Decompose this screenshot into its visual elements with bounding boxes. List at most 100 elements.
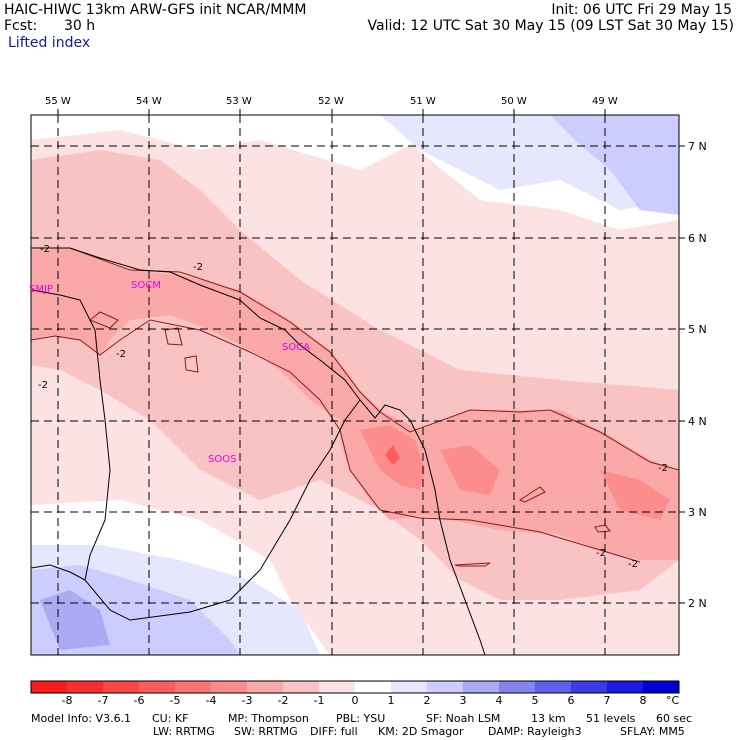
- colorbar-cell: [463, 681, 500, 693]
- colorbar-cell: [247, 681, 284, 693]
- model-info: CU: KF: [152, 712, 189, 725]
- lat-label: 4 N: [688, 415, 707, 428]
- lon-label: 53 W: [226, 96, 252, 107]
- colorbar-tick-label: 7: [603, 694, 611, 707]
- colorbar-unit: °C: [666, 694, 680, 707]
- colorbar-tick-label: -8: [61, 694, 73, 707]
- colorbar-cell: [319, 681, 356, 693]
- model-info: 60 sec: [656, 712, 693, 725]
- contour-label: -2: [658, 463, 668, 474]
- station-label: SOCM: [131, 280, 161, 291]
- colorbar-cell: [499, 681, 536, 693]
- lat-label: 2 N: [688, 597, 707, 610]
- model-info: Model Info: V3.6.1: [31, 712, 132, 725]
- model-info: SF: Noah LSM: [426, 712, 501, 725]
- forecast-hour: 30 h: [64, 18, 96, 34]
- lon-label: 52 W: [318, 96, 344, 107]
- colorbar-cell: [355, 681, 392, 693]
- contour-line: [31, 319, 641, 563]
- contour-label: -2: [38, 380, 48, 391]
- colorbar-cell: [31, 681, 68, 693]
- station-label: SOOS: [208, 454, 236, 465]
- station-label: SOCA: [282, 342, 310, 353]
- field-fill-negative: [31, 248, 679, 560]
- model-info: SW: RRTMG: [234, 725, 298, 738]
- colorbar-tick-label: 0: [351, 694, 359, 707]
- model-info: KM: 2D Smagor: [378, 725, 464, 738]
- lon-label: 51 W: [410, 96, 436, 107]
- contour-label: -2: [40, 244, 50, 255]
- model-info: 13 km: [531, 712, 566, 725]
- field-name: Lifted index: [8, 35, 91, 51]
- colorbar-tick-label: 4: [495, 694, 503, 707]
- contour-line: [518, 486, 546, 503]
- colorbar-tick-label: -4: [205, 694, 217, 707]
- contour-label: -2: [628, 559, 638, 570]
- field-fill-negative: [440, 445, 500, 495]
- colorbar-tick-label: -3: [241, 694, 253, 707]
- colorbar-cell: [427, 681, 464, 693]
- coastline: [31, 247, 486, 655]
- model-title: HAIC-HIWC 13km ARW-GFS init NCAR/MMM: [4, 2, 307, 18]
- colorbar-tick-label: 6: [567, 694, 575, 707]
- colorbar-tick-label: -2: [277, 694, 289, 707]
- forecast-label: Fcst:: [4, 18, 38, 34]
- contour-line: [594, 524, 611, 533]
- field-fill-negative: [385, 445, 400, 465]
- init-time: Init: 06 UTC Fri 29 May 15: [551, 2, 732, 18]
- lat-label: 6 N: [688, 232, 707, 245]
- colorbar-cell: [67, 681, 104, 693]
- model-info: LW: RRTMG: [153, 725, 215, 738]
- contour-label: -2: [116, 349, 126, 360]
- model-info: DAMP: Rayleigh3: [488, 725, 582, 738]
- contour-line: [89, 311, 119, 329]
- contour-label: -2: [596, 548, 606, 559]
- lon-label: 50 W: [501, 96, 527, 107]
- lon-label: 54 W: [136, 96, 162, 107]
- colorbar-cell: [283, 681, 320, 693]
- contour-line: [164, 327, 183, 346]
- axis-ticks: [57, 109, 685, 604]
- colorbar-tick-label: -5: [169, 694, 181, 707]
- field-fill-positive: [550, 115, 679, 215]
- colorbar-tick-label: 8: [639, 694, 647, 707]
- colorbar-tick-label: -7: [97, 694, 109, 707]
- model-info: SFLAY: MM5: [620, 725, 685, 738]
- colorbar-tick-label: 1: [387, 694, 395, 707]
- field-fill-negative: [600, 470, 670, 520]
- border-line: [31, 289, 361, 621]
- contour-label: -2: [193, 262, 203, 273]
- colorbar-cell: [571, 681, 608, 693]
- colorbar-cell: [139, 681, 176, 693]
- lon-label: 55 W: [45, 96, 71, 107]
- border-line: [31, 564, 86, 581]
- colorbar-cell: [175, 681, 212, 693]
- colorbar-tick-label: 5: [531, 694, 539, 707]
- map-frame: [30, 114, 680, 656]
- model-info: DIFF: full: [310, 725, 358, 738]
- colorbar-cell: [211, 681, 248, 693]
- graticule: [31, 115, 679, 655]
- lon-label: 49 W: [592, 96, 618, 107]
- valid-time: Valid: 12 UTC Sat 30 May 15 (09 LST Sat …: [367, 18, 734, 34]
- station-label: SMJP: [29, 284, 53, 295]
- model-info: 51 levels: [586, 712, 636, 725]
- colorbar-tick-label: 2: [423, 694, 431, 707]
- lat-label: 3 N: [688, 506, 707, 519]
- colorbar-cell: [103, 681, 140, 693]
- colorbar-cell: [391, 681, 428, 693]
- colorbar-tick-label: -1: [313, 694, 325, 707]
- colorbar-cell: [643, 681, 680, 693]
- lat-label: 7 N: [688, 140, 707, 153]
- contour-line: [454, 562, 491, 567]
- colorbar-tick-label: 3: [459, 694, 467, 707]
- lat-label: 5 N: [688, 323, 707, 336]
- contour-line: [184, 355, 199, 373]
- colorbar-cell: [535, 681, 572, 693]
- colorbar-tick-label: -6: [133, 694, 145, 707]
- model-info: PBL: YSU: [336, 712, 386, 725]
- colorbar-cell: [607, 681, 644, 693]
- model-info: MP: Thompson: [228, 712, 309, 725]
